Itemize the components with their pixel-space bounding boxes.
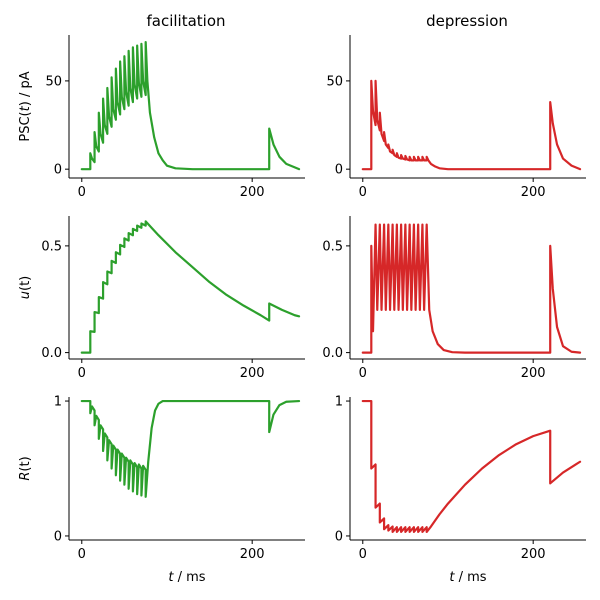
- panel-depression-u: 0 200 0.0 0.5: [322, 216, 586, 381]
- x-tick-label: 0: [359, 185, 367, 200]
- y-tick-label: 0.5: [322, 239, 343, 254]
- y-tick-label: 1: [54, 395, 62, 410]
- y-axis-label: PSC(t) / pA: [18, 71, 33, 141]
- y-tick-label: 0: [54, 529, 62, 544]
- panel-facilitation-r: 0 200 0 1 R(t) t / ms: [18, 395, 305, 585]
- panel-facilitation-u: 0 200 0.0 0.5 u(t): [18, 216, 305, 381]
- y-tick-label: 50: [45, 74, 62, 89]
- y-axis-label: u(t): [18, 276, 33, 300]
- y-tick-label: 0.0: [322, 346, 343, 361]
- x-tick-label: 200: [521, 366, 546, 381]
- x-tick-label: 0: [359, 366, 367, 381]
- y-tick-label: 0: [335, 529, 343, 544]
- series-line-facilitation-r: [80, 399, 301, 498]
- x-tick-label: 200: [521, 547, 546, 562]
- column-title-depression: depression: [426, 12, 508, 30]
- panel-depression-psc: 0 200 0 50: [326, 35, 586, 200]
- panel-facilitation-psc: 0 200 0 50 PSC(t) / pA: [18, 35, 305, 200]
- panel-depression-r: 0 200 0 1 t / ms: [335, 395, 586, 585]
- series-line-depression-u: [361, 223, 582, 354]
- x-tick-label: 200: [240, 366, 265, 381]
- y-tick-label: 50: [326, 74, 343, 89]
- y-axis-label: R(t): [18, 456, 33, 480]
- x-tick-label: 0: [359, 547, 367, 562]
- x-tick-label: 200: [240, 547, 265, 562]
- y-tick-label: 0: [54, 163, 62, 178]
- column-title-facilitation: facilitation: [146, 12, 225, 30]
- series-line-facilitation-psc: [80, 40, 301, 171]
- x-tick-label: 0: [78, 366, 86, 381]
- y-tick-label: 0: [335, 163, 343, 178]
- x-tick-label: 0: [78, 547, 86, 562]
- series-line-facilitation-u: [80, 220, 301, 354]
- x-tick-label: 200: [240, 185, 265, 200]
- x-axis-label: t / ms: [449, 570, 486, 585]
- x-axis-label: t / ms: [168, 570, 205, 585]
- y-tick-label: 1: [335, 395, 343, 410]
- x-tick-label: 200: [521, 185, 546, 200]
- x-tick-label: 0: [78, 185, 86, 200]
- y-tick-label: 0.0: [41, 346, 62, 361]
- series-line-depression-psc: [361, 79, 582, 171]
- series-line-depression-r: [361, 399, 582, 534]
- y-tick-label: 0.5: [41, 239, 62, 254]
